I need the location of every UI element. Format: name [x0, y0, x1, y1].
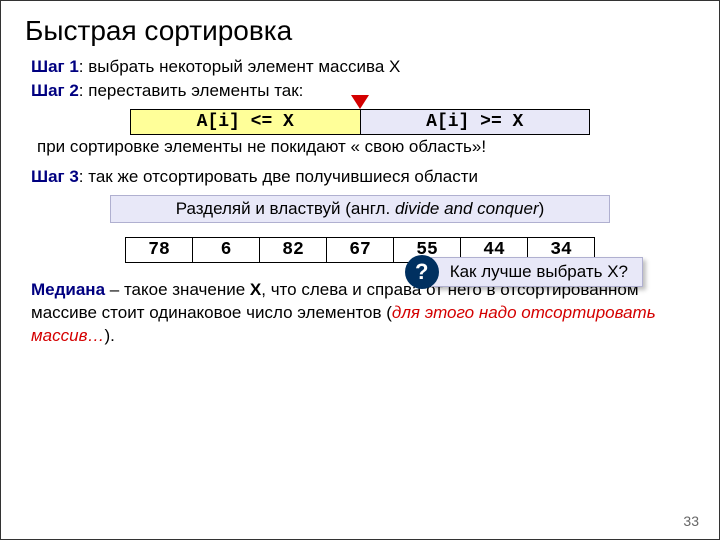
- partition-left: A[i] <= X: [131, 110, 361, 134]
- step1: Шаг 1: выбрать некоторый элемент массива…: [31, 57, 695, 77]
- question-callout: ? Как лучше выбрать X?: [405, 255, 643, 289]
- array-cell: 6: [193, 238, 260, 262]
- def-term: Медиана: [31, 280, 105, 299]
- divide-conquer-box: Разделяй и властвуй (англ. divide and co…: [110, 195, 610, 223]
- divide-suffix: ): [539, 199, 545, 218]
- array-cell: 78: [126, 238, 193, 262]
- partition-diagram: A[i] <= X A[i] >= X: [130, 109, 590, 135]
- page-title: Быстрая сортировка: [25, 15, 695, 47]
- step2-label: Шаг 2: [31, 81, 79, 100]
- array-cell: 67: [327, 238, 394, 262]
- step3-text: : так же отсортировать две получившиеся …: [79, 167, 478, 186]
- array-cell: 82: [260, 238, 327, 262]
- page-number: 33: [683, 513, 699, 529]
- example-array: 78 6 82 67 55 44 34 ? Как лучше выбрать …: [125, 237, 595, 263]
- question-text: Как лучше выбрать X?: [431, 257, 643, 287]
- partition-box: A[i] <= X A[i] >= X: [130, 109, 590, 135]
- step1-label: Шаг 1: [31, 57, 79, 76]
- partition-right: A[i] >= X: [361, 110, 590, 134]
- median-definition: Медиана – такое значение X, что слева и …: [31, 279, 695, 348]
- step1-text: : выбрать некоторый элемент массива X: [79, 57, 401, 76]
- divide-prefix: Разделяй и властвуй (англ.: [176, 199, 395, 218]
- step3: Шаг 3: так же отсортировать две получивш…: [31, 167, 695, 187]
- question-icon: ?: [405, 255, 439, 289]
- pivot-marker-icon: [351, 95, 369, 109]
- def-x: X: [250, 280, 261, 299]
- def-t3: ).: [104, 326, 114, 345]
- step2-text: : переставить элементы так:: [79, 81, 304, 100]
- partition-note: при сортировке элементы не покидают « св…: [37, 137, 695, 157]
- step3-label: Шаг 3: [31, 167, 79, 186]
- def-t1: – такое значение: [105, 280, 250, 299]
- divide-italic: divide and conquer: [395, 199, 539, 218]
